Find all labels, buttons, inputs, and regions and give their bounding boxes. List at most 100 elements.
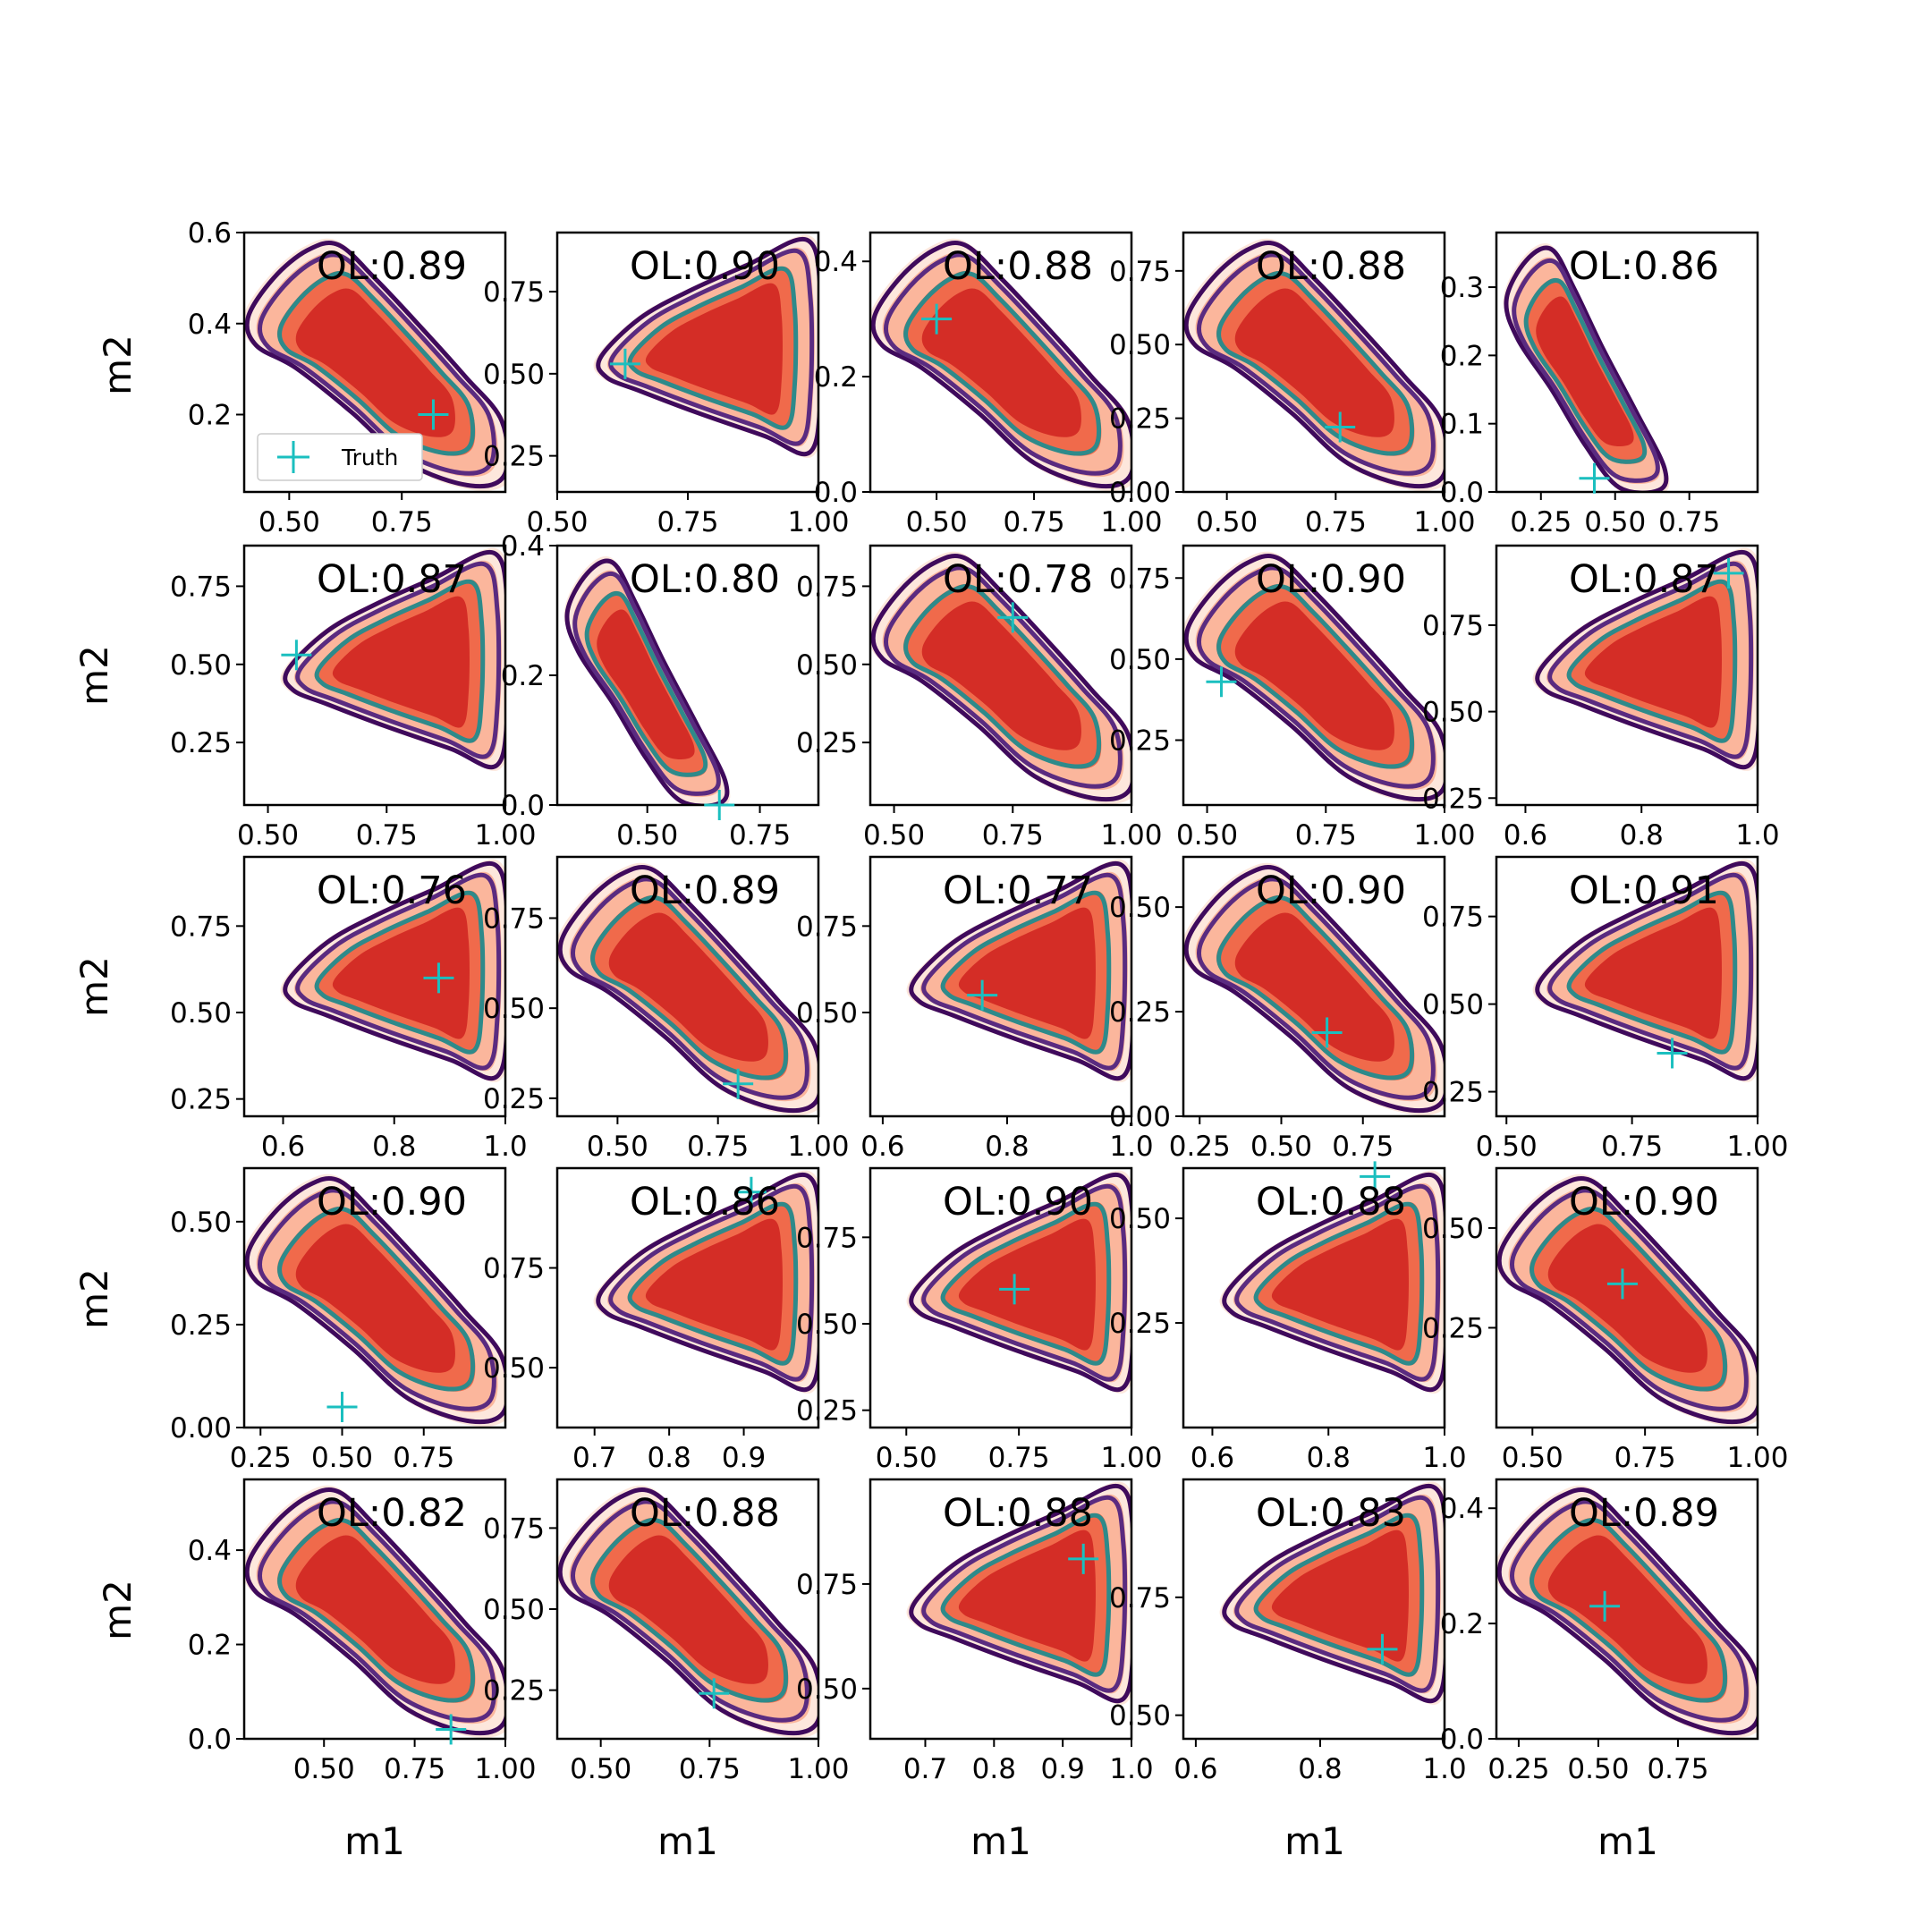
x-tick-label: 0.75 xyxy=(982,819,1044,852)
y-tick-label: 0.75 xyxy=(170,571,232,603)
truth-marker xyxy=(1713,557,1744,589)
panel-frame xyxy=(869,855,1133,1118)
x-tick-label: 1.00 xyxy=(1726,1442,1788,1474)
x-tick-label: 0.8 xyxy=(985,1131,1029,1163)
y-tick-label: 0.00 xyxy=(170,1412,232,1445)
y-tick-label: 0.2 xyxy=(188,400,232,432)
panel-frame xyxy=(242,1166,507,1429)
panel-frame xyxy=(869,1166,1133,1429)
contour-line-level-1 xyxy=(283,549,505,770)
x-tick-label: 0.25 xyxy=(230,1442,292,1474)
overlap-label: OL:0.89 xyxy=(317,244,467,289)
overlap-label: OL:0.86 xyxy=(1569,244,1719,289)
overlap-label: OL:0.89 xyxy=(1569,1491,1719,1536)
x-tick-label: 1.00 xyxy=(1413,819,1475,852)
density-fill-level-4 xyxy=(958,1218,1096,1351)
y-tick-label: 0.2 xyxy=(501,660,545,692)
x-tick-label: 0.75 xyxy=(679,1753,741,1785)
x-tick-label: 0.50 xyxy=(1476,1131,1538,1163)
panel-frame xyxy=(555,1166,820,1429)
contour-line-level-1 xyxy=(909,860,1131,1081)
contour-line-level-2 xyxy=(1547,872,1754,1071)
density-fill-level-4 xyxy=(608,1535,768,1684)
panel-r1c4-plot-area xyxy=(1183,238,1445,491)
y-tick-label: 0.25 xyxy=(170,1084,232,1116)
x-tick-label: 0.75 xyxy=(1647,1753,1708,1785)
x-tick-label: 0.8 xyxy=(1307,1442,1351,1474)
contour-line-level-2 xyxy=(295,561,502,759)
panel-frame xyxy=(242,855,507,1118)
x-tick-label: 0.6 xyxy=(860,1131,904,1163)
panel-r1c3-plot-area xyxy=(870,238,1131,491)
y-tick-label: 0.25 xyxy=(796,727,858,759)
panel-r3c1: 0.6 0.8 1.0 0.25 0.50 0.75 OL:0.76 xyxy=(170,855,528,1163)
panel-r1c2-plot-area xyxy=(593,234,818,458)
contour-line-level-2 xyxy=(1234,1183,1441,1382)
panel-r4c5-plot-area xyxy=(1496,1174,1758,1427)
x-tick-label: 1.00 xyxy=(787,506,849,538)
y-tick-label: 0.25 xyxy=(483,1083,545,1115)
density-fill-level-4 xyxy=(1584,907,1722,1039)
y-tick-label: 0.50 xyxy=(1422,989,1484,1021)
panel-frame xyxy=(1495,855,1759,1118)
x-tick-label: 1.00 xyxy=(787,1131,849,1163)
panel-frame xyxy=(1495,544,1759,807)
x-tick-label: 0.50 xyxy=(258,506,320,538)
truth-marker xyxy=(326,1391,358,1422)
x-tick-label: 1.0 xyxy=(483,1131,527,1163)
contour-line-level-2 xyxy=(257,252,496,476)
panel-r5c5-plot-area xyxy=(1496,1485,1758,1738)
contour-line-level-1 xyxy=(1222,1172,1445,1393)
contour-line-level-1 xyxy=(1504,245,1669,492)
x-tick-label: 0.50 xyxy=(1584,506,1646,538)
panel-frame xyxy=(555,855,820,1118)
density-fill-level-4 xyxy=(645,1218,783,1351)
x-tick-label: 0.50 xyxy=(1250,1131,1312,1163)
contour-line-level-2 xyxy=(921,872,1128,1071)
overlap-label: OL:0.90 xyxy=(1569,1180,1719,1224)
panel-frame xyxy=(1495,231,1759,494)
panel-r3c4: 0.25 0.50 0.750.000.250.50 OL:0.90 xyxy=(1109,855,1446,1163)
overlap-label: OL:0.90 xyxy=(630,244,780,289)
contour-line-level-3 xyxy=(590,1518,789,1703)
x-tick-label: 1.0 xyxy=(1422,1442,1466,1474)
y-tick-label: 0.25 xyxy=(1109,1308,1171,1340)
truth-marker xyxy=(921,303,953,335)
y-tick-label: 0.50 xyxy=(1422,1213,1484,1245)
y-axis-labels: m2 m2 m2 m2 m2 xyxy=(72,335,140,1640)
contour-line-level-3 xyxy=(940,1201,1112,1366)
panel-frame xyxy=(1495,1478,1759,1741)
y-tick-label: 0.4 xyxy=(501,530,545,563)
panel-r5c3-plot-area xyxy=(906,1481,1131,1705)
y-axis-label-row-4: m2 xyxy=(72,1268,116,1329)
contour-line-level-3 xyxy=(903,271,1102,456)
contour-line-level-3 xyxy=(277,271,476,456)
panel-r2c5: 0.6 0.8 1.0 0.25 0.50 0.75 OL:0.87 xyxy=(1422,544,1780,852)
y-tick-label: 0.50 xyxy=(796,649,858,682)
density-fill-level-4 xyxy=(1234,601,1394,750)
density-fill-level-4 xyxy=(295,288,455,437)
panel-r4c1: 0.25 0.50 0.750.000.250.50 OL:0.90 xyxy=(170,1166,507,1474)
contour-line-level-3 xyxy=(277,1518,476,1703)
contour-line-level-3 xyxy=(1566,579,1738,743)
x-tick-label: 0.50 xyxy=(906,506,968,538)
panel-grid: 0.50 0.750.20.40.6OL:0.890.50 0.75 1.000.25… xyxy=(170,217,1789,1785)
contour-line-level-3 xyxy=(1216,271,1415,456)
density-fill-level-4 xyxy=(597,609,695,759)
x-tick-label: 0.50 xyxy=(311,1442,373,1474)
contour-line-level-3 xyxy=(277,1207,476,1392)
x-tick-label: 0.75 xyxy=(1305,506,1367,538)
x-tick-label: 0.50 xyxy=(616,819,678,852)
x-tick-label: 0.6 xyxy=(1174,1753,1217,1785)
y-axis-label-row-2: m2 xyxy=(72,645,116,706)
x-tick-label: 0.8 xyxy=(972,1753,1016,1785)
x-tick-label: 0.75 xyxy=(988,1442,1050,1474)
y-tick-label: 0.4 xyxy=(188,309,232,341)
x-tick-label: 0.25 xyxy=(1510,506,1572,538)
contour-line-level-1 xyxy=(1535,860,1758,1081)
contour-line-level-3 xyxy=(314,579,486,743)
contour-line-level-2 xyxy=(570,877,809,1100)
y-tick-label: 0.0 xyxy=(501,790,545,822)
truth-marker xyxy=(999,1274,1030,1305)
contour-line-level-2 xyxy=(1234,1495,1441,1693)
